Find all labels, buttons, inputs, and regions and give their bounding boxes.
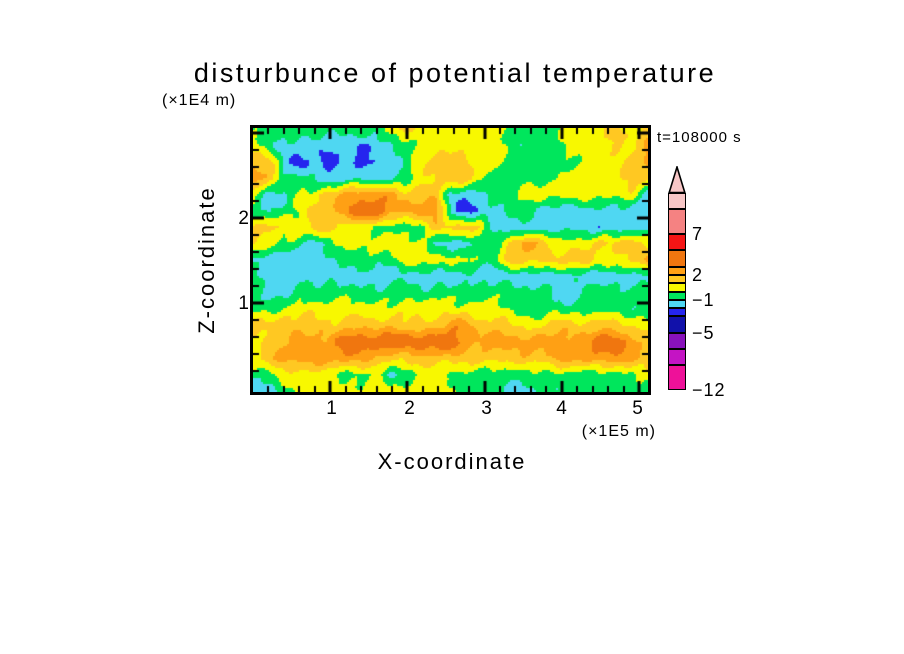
colorbar-cell: [668, 275, 686, 283]
colorbar-cell: [668, 283, 686, 292]
z-axis-title: Z-coordinate: [194, 186, 219, 334]
colorbar-label: −5: [692, 323, 715, 343]
x-tick-label-5: 5: [632, 398, 644, 419]
colorbar-cell: [668, 349, 686, 365]
colorbar-cell: [668, 209, 686, 234]
colorbar-cell: [668, 365, 686, 390]
colorbar-cell: [668, 333, 686, 349]
colorbar-cell: [668, 316, 686, 333]
chart-title: disturbunce of potential temperature: [193, 58, 717, 88]
x-tick-label-4: 4: [556, 398, 568, 419]
colorbar-label: 7: [692, 224, 704, 244]
x-tick-label-2: 2: [404, 398, 416, 419]
colorbar-cell: [668, 308, 686, 316]
x-axis-unit-label: (×1E5 m): [581, 423, 656, 440]
colorbar: [668, 166, 686, 390]
contour-field-canvas: [253, 128, 648, 392]
time-annotation: t=108000 s: [657, 129, 742, 146]
colorbar-cell: [668, 234, 686, 250]
colorbar-cell: [668, 250, 686, 267]
colorbar-label: −12: [692, 380, 726, 400]
x-tick-label-1: 1: [326, 398, 338, 419]
colorbar-cell: [668, 193, 686, 209]
x-tick-label-3: 3: [481, 398, 493, 419]
colorbar-cell: [668, 267, 686, 275]
plot-area: [250, 125, 651, 395]
colorbar-cell: [668, 292, 686, 300]
z-tick-label-2: 2: [238, 208, 250, 229]
z-tick-label-1: 1: [238, 293, 250, 314]
colorbar-overflow-arrow-icon: [668, 166, 686, 193]
colorbar-label: −1: [692, 290, 715, 310]
colorbar-cell: [668, 300, 686, 308]
z-axis-unit-label: (×1E4 m): [162, 92, 237, 109]
x-axis-title: X-coordinate: [377, 449, 527, 474]
colorbar-label: 2: [692, 265, 704, 285]
